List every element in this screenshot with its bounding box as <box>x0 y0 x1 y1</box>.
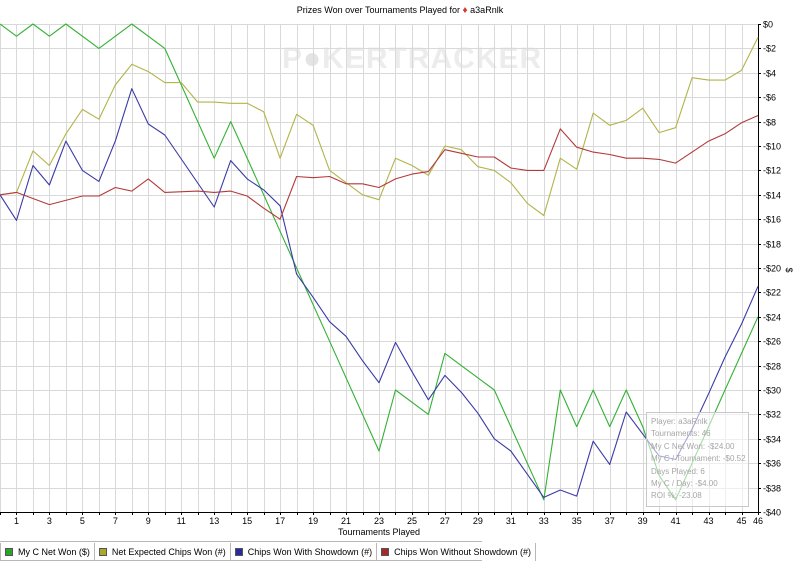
legend: My C Net Won ($) Net Expected Chips Won … <box>0 541 537 561</box>
stat-per-day: My C / Day: -$4.00 <box>651 479 718 489</box>
chart-title: Prizes Won over Tournaments Played for ♦… <box>0 5 800 16</box>
x-axis-label: Tournaments Played <box>338 527 420 537</box>
y-tick-label: -$28 <box>763 362 781 372</box>
y-tick-label: -$12 <box>763 166 781 176</box>
legend-item-expected-chips[interactable]: Net Expected Chips Won (#) <box>95 543 231 561</box>
y-tick-label: -$24 <box>763 313 781 323</box>
legend-label: Chips Won Without Showdown (#) <box>394 547 532 557</box>
x-tick-label: 23 <box>374 516 384 526</box>
x-tick-label: 13 <box>209 516 219 526</box>
y-axis-label: $ <box>784 267 794 272</box>
x-tick-label: 17 <box>275 516 285 526</box>
legend-label: My C Net Won ($) <box>18 547 90 557</box>
y-tick-label: -$36 <box>763 459 781 469</box>
y-tick-label: -$16 <box>763 215 781 225</box>
x-tick-label: 5 <box>80 516 85 526</box>
x-tick-label: 11 <box>177 516 186 526</box>
stat-days-played: Days Played: 6 <box>651 466 705 476</box>
player-stats-box: Player: a3aRnlk Tournaments: 46 My C Net… <box>646 412 749 507</box>
legend-swatch <box>381 548 390 556</box>
chart-title-player: a3aRnlk <box>470 5 504 15</box>
x-tick-label: 25 <box>407 516 417 526</box>
series-line-3 <box>0 114 759 220</box>
series-line-2 <box>0 88 759 498</box>
line-chart: $0 -$2 -$4 -$6 -$8 -$10 -$12 -$14 -$16 -$18 -$20 -$… <box>0 20 794 537</box>
stat-per-tournament: My C / Tournament: -$0.52 <box>651 454 746 464</box>
legend-swatch <box>234 548 243 556</box>
y-tick-label: -$26 <box>763 337 781 347</box>
x-tick-label: 37 <box>605 516 615 526</box>
x-tick-label: 3 <box>47 516 52 526</box>
x-tick-label: 7 <box>113 516 118 526</box>
x-tick-label: 9 <box>146 516 151 526</box>
x-tick-label: 21 <box>341 516 351 526</box>
series-line-1 <box>0 37 759 217</box>
watermark-mid: KER <box>322 42 389 75</box>
y-tick-label: -$18 <box>763 240 781 250</box>
y-tick-label: -$2 <box>763 44 776 54</box>
y-tick-label: -$22 <box>763 288 781 298</box>
y-tick-label: -$40 <box>763 508 781 518</box>
poker-suit-icon: ♦ <box>462 5 468 16</box>
y-tick-label: $0 <box>763 20 773 30</box>
chart-grid <box>0 24 759 513</box>
x-tick-label: 33 <box>539 516 549 526</box>
legend-label: Net Expected Chips Won (#) <box>111 547 226 557</box>
x-tick-label: 31 <box>506 516 516 526</box>
y-tick-label: -$8 <box>763 118 776 128</box>
legend-label: Chips Won With Showdown (#) <box>247 547 373 557</box>
y-tick-label: -$20 <box>763 264 781 274</box>
y-tick-label: -$32 <box>763 410 781 420</box>
y-tick-label: -$34 <box>763 435 781 445</box>
x-tick-label: 27 <box>440 516 450 526</box>
legend-swatch <box>5 548 13 556</box>
stat-roi: ROI %: -23.08 <box>651 491 702 501</box>
y-tick-label: -$10 <box>763 142 781 152</box>
chart-ticks: $0 -$2 -$4 -$6 -$8 -$10 -$12 -$14 -$16 -$18 -$20 -$… <box>0 20 781 526</box>
y-tick-label: -$14 <box>763 191 781 201</box>
stat-tournaments: Tournaments: 46 <box>651 429 711 439</box>
x-tick-label: 1 <box>14 516 19 526</box>
chart-title-text: Prizes Won over Tournaments Played for <box>296 5 461 15</box>
legend-swatch <box>98 548 107 556</box>
stat-player: Player: a3aRnlk <box>651 417 708 426</box>
legend-item-no-showdown[interactable]: Chips Won Without Showdown (#) <box>377 543 537 561</box>
y-tick-label: -$4 <box>763 69 776 79</box>
watermark-right: TRACKER <box>388 42 543 75</box>
x-tick-label: 15 <box>242 516 252 526</box>
x-tick-label: 41 <box>671 516 681 526</box>
y-tick-label: -$6 <box>763 93 776 103</box>
y-tick-label: -$38 <box>763 484 781 494</box>
pokertracker-watermark: P●KERTRACKER <box>282 42 542 76</box>
x-tick-label: 46 <box>753 516 763 526</box>
poker-chip-icon: ● <box>303 42 323 75</box>
x-tick-label: 29 <box>473 516 483 526</box>
y-tick-label: -$30 <box>763 386 781 396</box>
legend-item-showdown[interactable]: Chips Won With Showdown (#) <box>231 543 378 561</box>
stat-net-won: My C Net Won: -$24.00 <box>651 441 735 451</box>
x-tick-label: 45 <box>737 516 747 526</box>
legend-item-net-won[interactable]: My C Net Won ($) <box>0 543 95 561</box>
x-tick-label: 35 <box>572 516 582 526</box>
x-tick-label: 39 <box>638 516 648 526</box>
x-tick-label: 43 <box>704 516 714 526</box>
x-tick-label: 19 <box>308 516 318 526</box>
